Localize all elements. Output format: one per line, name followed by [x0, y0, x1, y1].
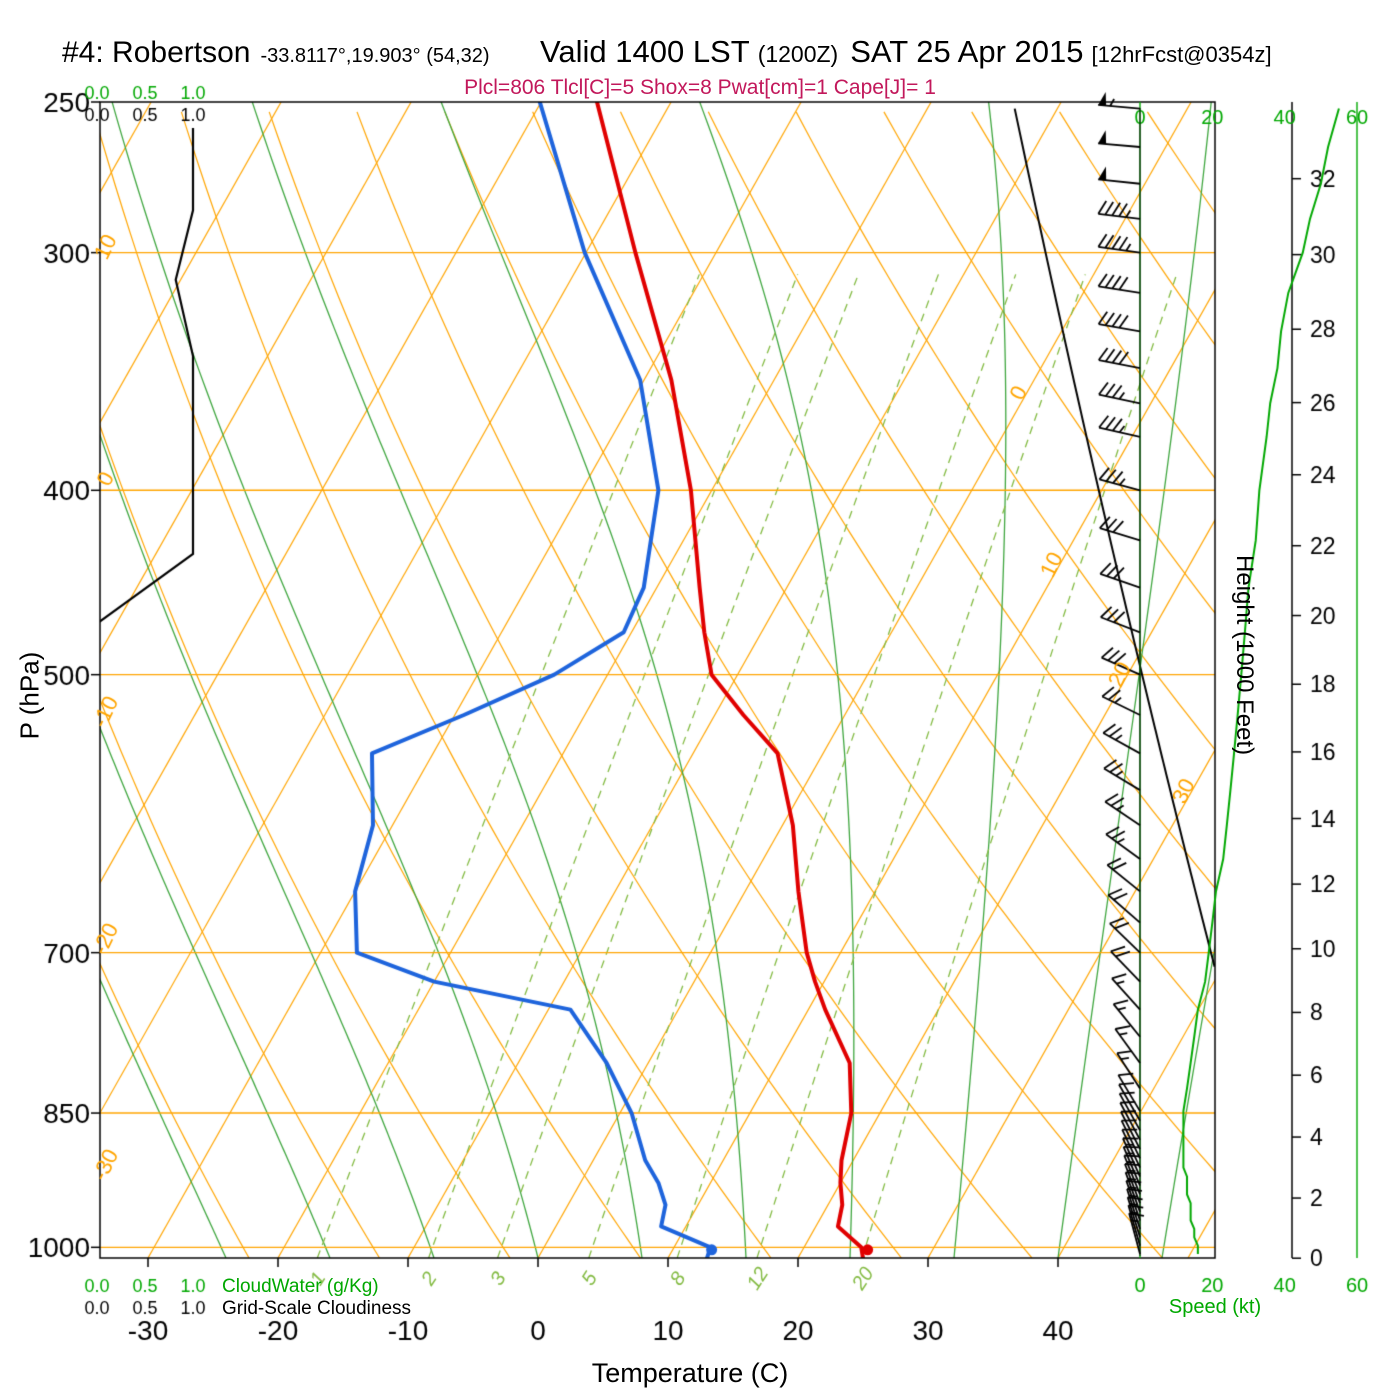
cloudwater-axis-title: CloudWater (g/Kg) [222, 1276, 379, 1297]
station-name: #4: Robertson [62, 36, 251, 69]
valid-time-z: (1200Z) [757, 41, 839, 67]
forecast-tag: [12hrFcst@0354z] [1091, 42, 1272, 67]
temperature-axis-title: Temperature (C) [591, 1358, 789, 1388]
valid-time: Valid 1400 LST [540, 34, 750, 69]
valid-time-block: Valid 1400 LST (1200Z) SAT 25 Apr 2015 [12h… [540, 34, 1272, 70]
station-coords: -33.8117°,19.903° (54,32) [260, 45, 490, 67]
pressure-axis-title: P (hPa) [14, 651, 45, 740]
speed-axis-title: Speed (kt) [1168, 1296, 1262, 1318]
height-axis-title: Height (1000 Feet) [1231, 555, 1258, 756]
valid-date: SAT 25 Apr 2015 [850, 34, 1084, 69]
cloudiness-axis-title: Grid-Scale Cloudiness [222, 1298, 412, 1319]
station-title-block: #4: Robertson -33.8117°,19.903° (54,32) [62, 36, 490, 70]
sounding-indices-line: Plcl=806 Tlcl[C]=5 Shox=8 Pwat[cm]=1 Cap… [464, 76, 936, 99]
